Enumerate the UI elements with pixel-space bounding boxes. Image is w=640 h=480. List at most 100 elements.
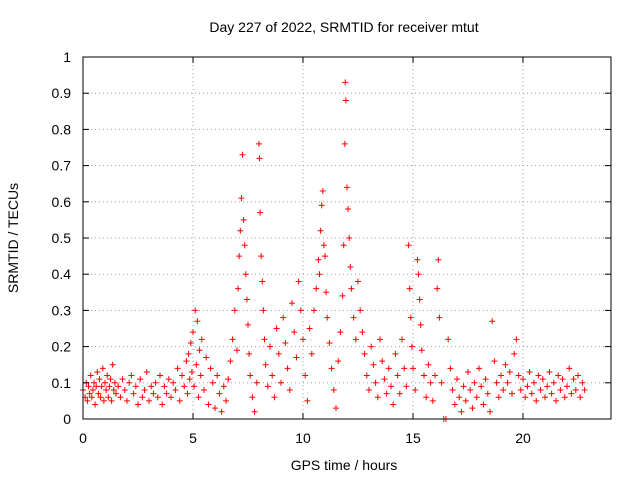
data-point [432,372,438,379]
y-tick-label: 0.3 [52,302,72,318]
data-point [482,376,489,383]
data-point [93,383,100,390]
data-point [311,307,317,314]
data-point [429,397,436,404]
data-point [417,321,424,328]
data-point [410,365,416,372]
data-point [427,379,434,386]
data-point [465,368,471,375]
data-point [308,350,315,357]
data-point [401,365,408,372]
data-point [247,372,254,379]
data-point [469,405,476,412]
data-point [559,376,566,383]
data-point [196,347,203,354]
data-point [132,383,139,390]
data-point [526,368,533,375]
data-point [489,318,496,325]
data-point [231,307,238,314]
data-point [421,372,427,379]
data-point [408,343,415,350]
data-point [414,256,421,263]
data-point [335,358,342,365]
data-point [119,376,126,383]
data-point [207,365,214,372]
data-point [575,372,581,379]
data-point [337,329,344,336]
data-point [236,253,243,260]
data-point [542,394,548,401]
data-point [366,387,372,394]
data-point [86,390,93,397]
data-point [104,372,111,379]
data-point [262,361,269,368]
data-point [227,358,234,365]
data-point [522,394,529,401]
data-point [273,325,280,332]
data-point [203,354,210,361]
data-point [100,397,107,404]
data-point [370,361,377,368]
data-point [295,278,302,285]
data-point [135,401,141,408]
data-point [406,285,413,292]
data-point [235,285,242,292]
data-point [544,383,551,390]
data-point [328,365,335,372]
data-point [99,365,106,372]
data-point [89,387,96,394]
data-point [342,79,349,86]
data-point [434,285,441,292]
data-point [342,97,349,104]
data-point [511,350,518,357]
data-point [436,314,443,321]
data-point [495,394,502,401]
data-point [128,372,135,379]
data-point [225,376,232,383]
data-point [216,390,223,397]
data-point [348,285,355,292]
data-point [388,383,394,390]
data-point [568,390,575,397]
data-point [498,372,504,379]
data-point [186,376,193,383]
data-point [85,383,92,390]
data-point [515,372,522,379]
data-point [500,387,507,394]
data-point [346,235,353,241]
data-point [188,368,195,375]
data-point [275,350,282,357]
data-point [237,227,244,234]
data-point [317,227,324,234]
data-point [340,242,347,249]
data-point [416,296,423,303]
data-point [330,387,337,394]
data-point [467,387,474,394]
data-point [509,390,515,397]
data-point [106,383,113,390]
data-point [524,383,531,390]
data-point [396,390,403,397]
x-tick-label: 5 [189,430,197,446]
data-point [284,365,291,372]
data-point [506,368,513,375]
data-point [407,314,414,321]
data-point [493,379,500,386]
data-point [251,408,258,415]
data-point [320,242,327,249]
data-point [326,339,333,346]
data-point [423,394,430,401]
data-point [88,394,95,401]
data-point [241,242,248,249]
data-point [163,390,170,397]
data-point [454,376,460,383]
data-point [197,372,204,379]
data-point [566,365,573,372]
data-point [141,387,148,394]
data-point [344,184,350,191]
data-point [478,383,485,390]
data-point [555,372,562,379]
data-point [143,368,150,375]
data-point [280,314,287,321]
data-point [282,339,289,346]
